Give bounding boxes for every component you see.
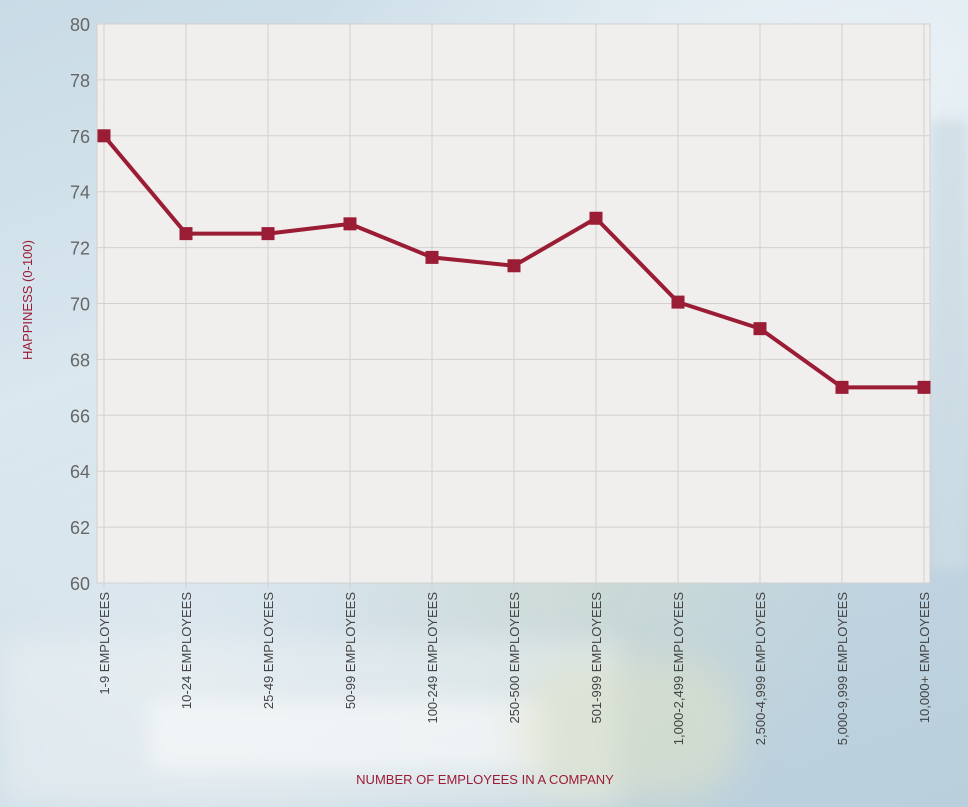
- x-category-label-0: 1-9 EMPLOYEES: [97, 592, 112, 695]
- y-tick-label-64: 64: [70, 462, 90, 482]
- data-point-6: [589, 211, 603, 225]
- x-category-label-4: 100-249 EMPLOYEES: [425, 592, 440, 724]
- y-tick-label-80: 80: [70, 15, 90, 35]
- data-point-1: [179, 227, 193, 241]
- y-tick-label-62: 62: [70, 518, 90, 538]
- data-point-0: [97, 129, 111, 143]
- plot-frame: [96, 23, 931, 584]
- y-tick-label-72: 72: [70, 239, 90, 259]
- x-category-label-8: 2,500-4,999 EMPLOYEES: [753, 592, 768, 746]
- y-axis-title: HAPPINESS (0-100): [20, 240, 35, 360]
- x-category-label-1: 10-24 EMPLOYEES: [179, 592, 194, 709]
- x-category-label-9: 5,000-9,999 EMPLOYEES: [835, 592, 850, 746]
- y-tick-label-74: 74: [70, 183, 90, 203]
- data-point-8: [753, 322, 767, 336]
- x-axis-category-labels: 1-9 EMPLOYEES 10-24 EMPLOYEES 25-49 EMPLOY…: [97, 592, 932, 746]
- data-point-5: [507, 259, 521, 273]
- x-category-label-2: 25-49 EMPLOYEES: [261, 592, 276, 709]
- y-tick-label-70: 70: [70, 295, 90, 315]
- y-tick-label-66: 66: [70, 406, 90, 426]
- x-category-label-10: 10,000+ EMPLOYEES: [917, 592, 932, 723]
- x-category-label-7: 1,000-2,499 EMPLOYEES: [671, 592, 686, 746]
- series-group: [97, 129, 931, 394]
- data-point-2: [261, 227, 275, 241]
- data-point-10: [917, 380, 931, 394]
- x-category-label-3: 50-99 EMPLOYEES: [343, 592, 358, 709]
- x-axis-title: NUMBER OF EMPLOYEES IN A COMPANY: [356, 772, 614, 787]
- x-category-label-5: 250-500 EMPLOYEES: [507, 592, 522, 724]
- x-category-label-6: 501-999 EMPLOYEES: [589, 592, 604, 724]
- data-point-7: [671, 295, 685, 309]
- y-tick-label-60: 60: [70, 574, 90, 594]
- data-point-3: [343, 217, 357, 231]
- data-point-4: [425, 250, 439, 264]
- y-axis-tick-labels: 60 62 64 66 68 70 72 74 76 78 80: [70, 15, 90, 594]
- y-tick-label-76: 76: [70, 127, 90, 147]
- y-tick-label-68: 68: [70, 350, 90, 370]
- data-point-9: [835, 380, 849, 394]
- y-tick-label-78: 78: [70, 71, 90, 91]
